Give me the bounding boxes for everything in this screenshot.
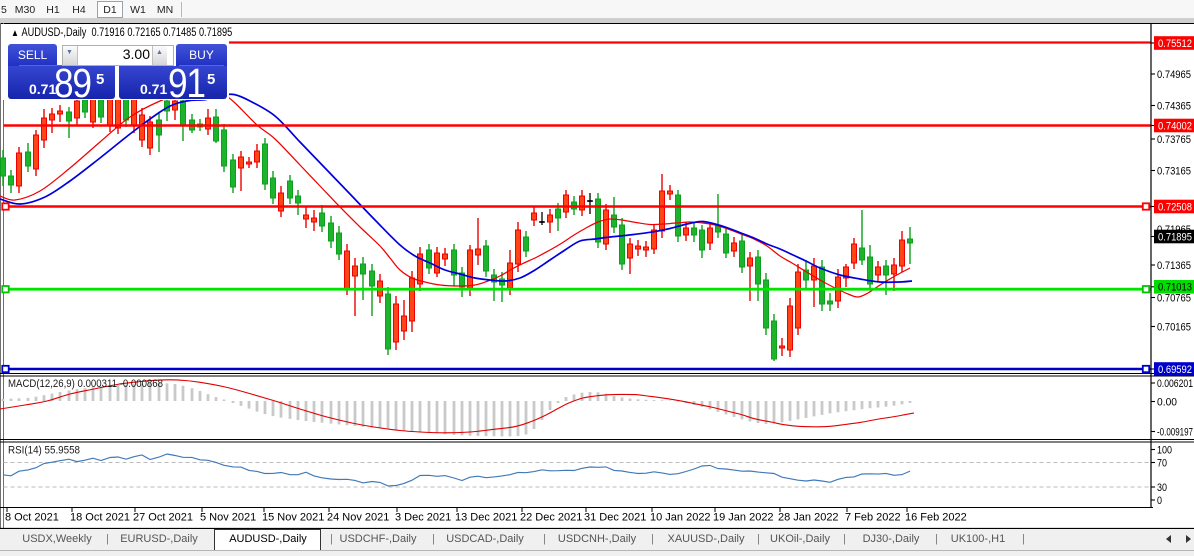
- svg-text:0.74002: 0.74002: [1158, 120, 1192, 132]
- svg-text:MACD(12,26,9) 0.000311 -0.0008: MACD(12,26,9) 0.000311 -0.000868: [8, 378, 163, 390]
- svg-text:0.71365: 0.71365: [1157, 260, 1191, 272]
- svg-text:0.73765: 0.73765: [1157, 134, 1191, 146]
- svg-text:0.00: 0.00: [1157, 396, 1177, 408]
- svg-text:3 Dec 2021: 3 Dec 2021: [395, 512, 451, 524]
- svg-text:0.69592: 0.69592: [1158, 364, 1192, 376]
- svg-text:24 Nov 2021: 24 Nov 2021: [327, 512, 389, 524]
- svg-text:0.72508: 0.72508: [1158, 201, 1192, 213]
- svg-text:27 Oct 2021: 27 Oct 2021: [133, 512, 193, 524]
- svg-text:0.70165: 0.70165: [1157, 321, 1191, 333]
- svg-text:7 Feb 2022: 7 Feb 2022: [845, 512, 901, 524]
- svg-text:18 Oct 2021: 18 Oct 2021: [70, 512, 130, 524]
- svg-text:0.71895: 0.71895: [1158, 231, 1192, 243]
- svg-text:100: 100: [1157, 444, 1172, 456]
- svg-text:16 Feb 2022: 16 Feb 2022: [905, 512, 967, 524]
- svg-text:22 Dec 2021: 22 Dec 2021: [520, 512, 582, 524]
- svg-text:30: 30: [1157, 482, 1167, 494]
- svg-text:31 Dec 2021: 31 Dec 2021: [584, 512, 646, 524]
- svg-text:0: 0: [1157, 495, 1162, 507]
- svg-text:0.73165: 0.73165: [1157, 165, 1191, 177]
- svg-text:0.74965: 0.74965: [1157, 69, 1191, 81]
- svg-text:5 Nov 2021: 5 Nov 2021: [200, 512, 256, 524]
- svg-text:0.70765: 0.70765: [1157, 292, 1191, 304]
- svg-text:28 Jan 2022: 28 Jan 2022: [778, 512, 839, 524]
- svg-text:19 Jan 2022: 19 Jan 2022: [713, 512, 774, 524]
- svg-text:15 Nov 2021: 15 Nov 2021: [262, 512, 324, 524]
- svg-text:13 Dec 2021: 13 Dec 2021: [455, 512, 517, 524]
- svg-text:0.71013: 0.71013: [1158, 282, 1192, 294]
- svg-text:70: 70: [1157, 457, 1167, 469]
- svg-text:-0.009197: -0.009197: [1157, 426, 1193, 438]
- svg-text:0.006201: 0.006201: [1157, 378, 1193, 390]
- svg-text:10 Jan 2022: 10 Jan 2022: [650, 512, 711, 524]
- svg-text:0.74365: 0.74365: [1157, 100, 1191, 112]
- svg-text:8 Oct 2021: 8 Oct 2021: [5, 512, 59, 524]
- svg-text:RSI(14) 55.9558: RSI(14) 55.9558: [8, 445, 80, 457]
- svg-text:0.75512: 0.75512: [1158, 38, 1192, 50]
